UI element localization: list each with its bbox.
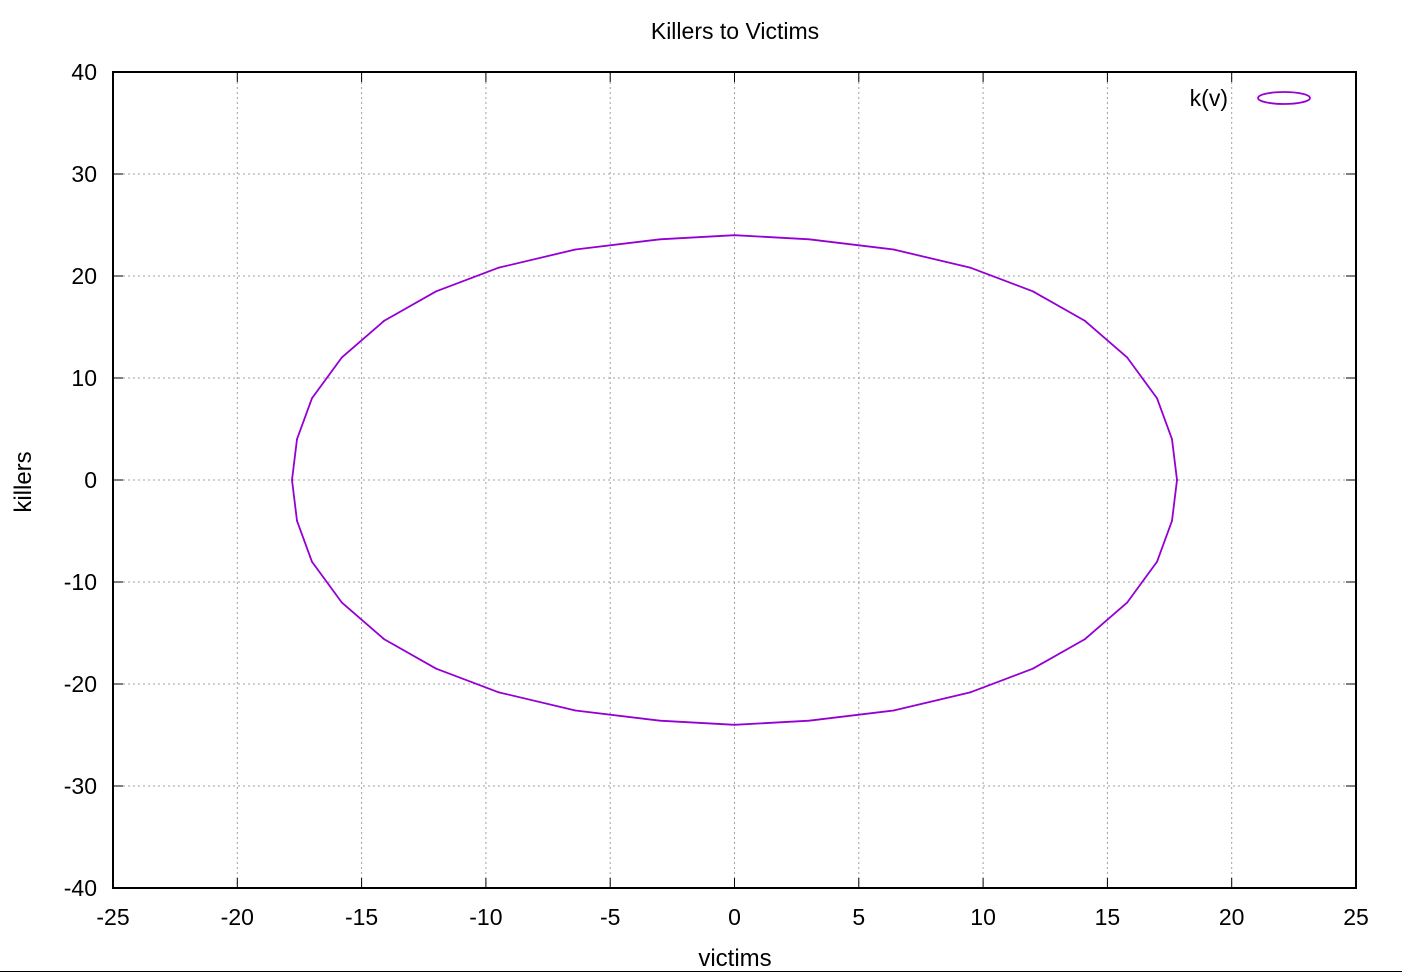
data-point — [311, 560, 313, 563]
data-point — [296, 519, 298, 522]
legend-sample — [1257, 91, 1311, 105]
legend-label: k(v) — [1190, 85, 1228, 111]
data-point — [340, 601, 343, 604]
x-tick-label: 20 — [1219, 904, 1245, 930]
data-point — [808, 719, 810, 722]
x-tick-label: 25 — [1343, 904, 1369, 930]
data-point — [311, 397, 313, 400]
y-axis-label: killers — [10, 451, 37, 512]
data-point — [969, 691, 972, 694]
chart-title: Killers to Victims — [651, 18, 819, 44]
data-point — [1126, 601, 1129, 604]
x-tick-label: -10 — [469, 904, 502, 930]
data-point — [574, 248, 577, 251]
data-point — [1156, 397, 1158, 400]
data-point — [808, 238, 810, 241]
data-point — [659, 719, 661, 722]
data-point — [1171, 438, 1173, 441]
data-point — [497, 266, 500, 269]
data-point — [659, 238, 661, 241]
data-point — [892, 709, 895, 712]
data-point — [383, 320, 385, 322]
series-group — [291, 234, 1178, 726]
data-point — [497, 691, 500, 694]
data-point — [291, 479, 293, 481]
y-tick-label: -20 — [64, 671, 97, 697]
x-tick-label: -20 — [221, 904, 254, 930]
grid — [113, 72, 1356, 888]
data-point — [1031, 290, 1034, 293]
tick-labels: -25 -20 -15 -10 -5 0 5 10 15 20 25 -40 -30 -20 -10 0 10 2… — [64, 59, 1369, 930]
data-point — [1031, 667, 1034, 670]
data-point — [435, 290, 438, 293]
x-tick-label: -15 — [345, 904, 378, 930]
data-point — [296, 438, 298, 441]
x-axis-label: victims — [698, 945, 771, 972]
x-tick-label: 15 — [1095, 904, 1121, 930]
data-point — [1176, 479, 1178, 481]
y-tick-label: 40 — [71, 59, 97, 85]
x-tick-label: 0 — [728, 904, 741, 930]
data-point — [733, 723, 736, 726]
y-tick-label: 30 — [71, 161, 97, 187]
y-tick-label: 0 — [84, 467, 97, 493]
data-point — [1156, 560, 1158, 563]
x-tick-label: -5 — [600, 904, 620, 930]
y-tick-label: -40 — [64, 875, 97, 901]
y-tick-label: 20 — [71, 263, 97, 289]
data-point — [1084, 638, 1086, 640]
data-point — [1171, 519, 1173, 522]
y-tick-label: 10 — [71, 365, 97, 391]
x-tick-label: 10 — [970, 904, 996, 930]
x-tick-label: -25 — [96, 904, 129, 930]
data-point — [340, 356, 343, 359]
data-point — [435, 667, 438, 670]
data-point — [733, 234, 736, 237]
data-point — [892, 248, 895, 251]
y-tick-label: -10 — [64, 569, 97, 595]
data-point — [1126, 356, 1129, 359]
x-tick-label: 5 — [852, 904, 865, 930]
data-point — [383, 638, 385, 640]
data-point — [969, 266, 972, 269]
legend: k(v) — [1190, 85, 1311, 111]
plot-frame — [112, 71, 1357, 889]
bottom-margin — [0, 971, 1402, 978]
data-point — [1084, 320, 1086, 322]
y-tick-label: -30 — [64, 773, 97, 799]
data-point — [574, 709, 577, 712]
